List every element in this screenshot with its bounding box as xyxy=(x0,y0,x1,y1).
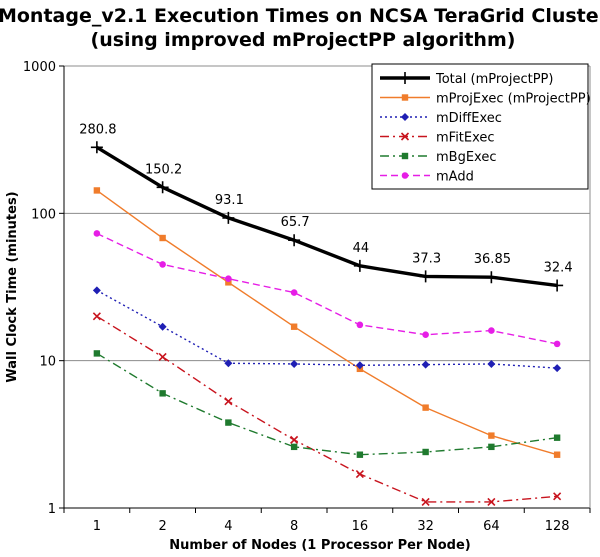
data-point xyxy=(422,448,429,456)
data-point xyxy=(290,435,299,444)
data-point xyxy=(92,312,101,321)
legend-marker xyxy=(401,172,409,179)
data-label: 32.4 xyxy=(544,260,573,275)
data-point xyxy=(422,404,429,411)
legend-marker xyxy=(401,94,409,101)
data-point xyxy=(159,234,166,242)
data-point xyxy=(487,497,496,506)
data-point xyxy=(90,141,103,154)
data-label: 93.1 xyxy=(215,193,244,208)
y-tick-label: 1 xyxy=(48,502,56,517)
data-point xyxy=(487,359,496,368)
x-tick-label: 64 xyxy=(483,519,500,534)
data-label: 280.8 xyxy=(79,122,116,137)
data-point xyxy=(355,469,364,479)
data-point xyxy=(488,443,495,451)
x-tick-label: 16 xyxy=(352,519,369,534)
data-point xyxy=(93,187,101,194)
legend-label: Total (mProjectPP) xyxy=(435,72,553,87)
data-point xyxy=(159,390,166,397)
series-line xyxy=(95,145,558,288)
x-tick-label: 2 xyxy=(158,519,166,534)
y-tick-label: 10 xyxy=(39,355,56,370)
data-point xyxy=(225,419,232,426)
series-line xyxy=(96,315,558,503)
data-point xyxy=(225,279,232,286)
data-point xyxy=(158,352,167,362)
chart-subtitle: (using improved mProjectPP algorithm) xyxy=(91,29,516,51)
data-label: 37.3 xyxy=(412,251,441,266)
data-label: 150.2 xyxy=(145,162,182,177)
data-point xyxy=(488,432,495,439)
data-point xyxy=(290,359,299,368)
legend-label: mAdd xyxy=(436,170,474,185)
data-point xyxy=(422,331,429,339)
series-line xyxy=(96,232,558,345)
data-label: 65.7 xyxy=(281,215,310,230)
data-point xyxy=(92,286,101,295)
data-label: 44 xyxy=(353,241,370,256)
legend-label: mFitExec xyxy=(436,131,495,146)
data-point xyxy=(355,361,364,370)
legend-marker xyxy=(401,113,409,121)
data-point xyxy=(222,211,235,224)
data-point xyxy=(356,451,364,458)
data-point xyxy=(421,497,430,506)
x-tick-label: 32 xyxy=(417,519,434,534)
data-point xyxy=(551,279,564,292)
series-line xyxy=(96,189,558,456)
y-tick-label: 100 xyxy=(31,207,56,222)
data-point xyxy=(290,323,298,330)
data-point xyxy=(553,340,561,348)
series-line xyxy=(96,352,558,456)
data-point xyxy=(485,271,498,284)
legend: Total (mProjectPP) mProjExec (mProjectPP)… xyxy=(371,63,591,190)
data-point xyxy=(553,434,561,441)
x-tick-label: 4 xyxy=(224,519,232,534)
legend-marker xyxy=(401,152,409,160)
legend-label: mProjExec (mProjectPP) xyxy=(436,92,591,107)
data-point xyxy=(488,327,495,334)
legend-label: mDiffExec xyxy=(436,111,502,126)
data-point xyxy=(419,270,432,283)
legend-marker xyxy=(400,132,410,141)
data-point xyxy=(156,181,169,194)
data-label: 36.85 xyxy=(474,252,511,267)
series-line xyxy=(96,289,558,369)
data-point xyxy=(158,322,167,331)
y-tick-label: 1000 xyxy=(23,60,56,75)
data-point xyxy=(224,359,233,368)
data-point xyxy=(553,492,562,501)
data-point xyxy=(553,364,562,373)
y-axis-title: Wall Clock Time (minutes) xyxy=(5,191,20,382)
plot-area: 1 10 100 1000 1 2 4 8 16 32 64 128 280.8 150.2 93.1 65.… xyxy=(23,60,591,534)
data-point xyxy=(159,261,166,268)
x-tick-label: 8 xyxy=(290,519,298,534)
x-tick-label: 1 xyxy=(93,519,101,534)
data-point xyxy=(288,234,301,247)
legend-marker xyxy=(399,72,411,84)
data-point xyxy=(353,259,366,272)
legend-box xyxy=(371,63,589,190)
data-point xyxy=(225,275,232,283)
x-axis-title: Number of Nodes (1 Processor Per Node) xyxy=(169,538,470,553)
data-point xyxy=(93,350,101,357)
data-point xyxy=(93,230,101,237)
data-point xyxy=(421,360,430,369)
data-point xyxy=(356,321,364,329)
legend-label: mBgExec xyxy=(436,150,497,165)
data-point xyxy=(224,397,233,406)
data-point xyxy=(290,443,298,451)
data-point xyxy=(553,451,561,458)
x-tick-label: 128 xyxy=(545,519,570,534)
data-point xyxy=(290,289,298,296)
chart-title: Montage_v2.1 Execution Times on NCSA Ter… xyxy=(0,5,600,27)
